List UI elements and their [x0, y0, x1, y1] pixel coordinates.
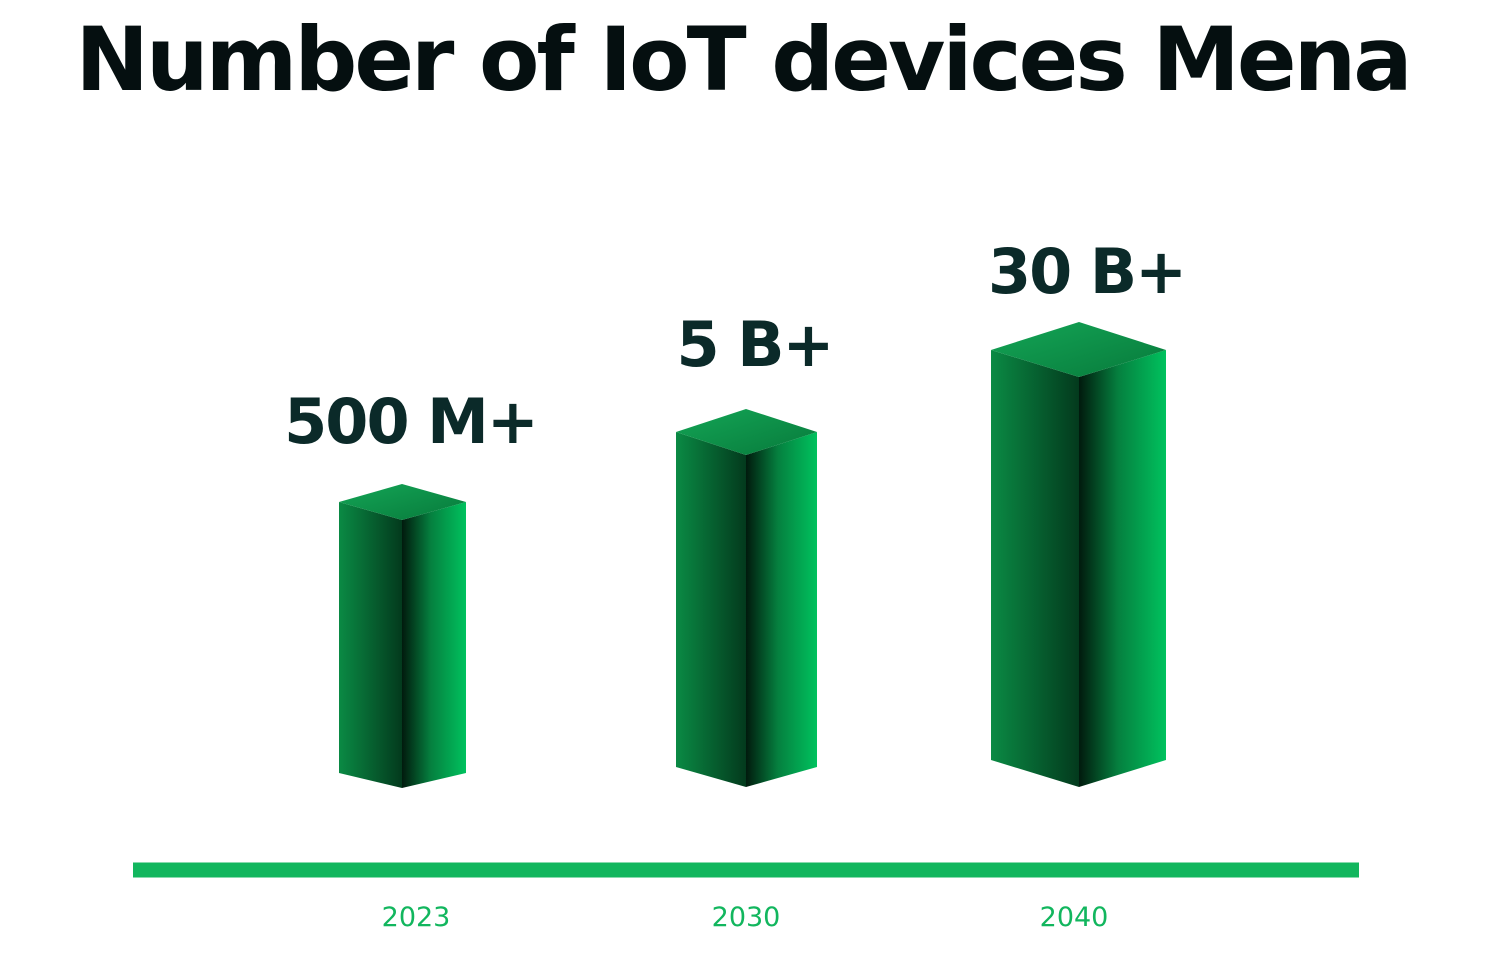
value-labels-group: 500 M+ 5 B+ 30 B+	[284, 235, 1187, 458]
bar-2023-right-face	[402, 502, 466, 788]
bars-group	[339, 322, 1166, 788]
value-label-2030: 5 B+	[677, 308, 833, 381]
bar-2030-top-face	[676, 409, 817, 455]
bar-2030	[676, 409, 817, 787]
bar-2040-right-face	[1079, 350, 1166, 787]
tick-labels-group: 2023 2030 2040	[382, 902, 1109, 933]
value-label-2023: 500 M+	[284, 385, 537, 458]
value-label-2040: 30 B+	[988, 235, 1185, 308]
bar-2030-left-face	[676, 432, 746, 787]
bar-2040-top-face	[991, 322, 1166, 377]
bar-2030-right-face	[746, 432, 817, 787]
bar-2040-left-face	[991, 350, 1079, 787]
bar-2023	[339, 484, 466, 788]
tick-label-2023: 2023	[382, 902, 451, 933]
tick-label-2030: 2030	[712, 902, 781, 933]
bar-2040	[991, 322, 1166, 787]
tick-label-2040: 2040	[1040, 902, 1109, 933]
chart-title: Number of IoT devices Mena	[75, 8, 1412, 111]
bar-2023-top-face	[339, 484, 466, 520]
bar-2023-left-face	[339, 502, 402, 788]
